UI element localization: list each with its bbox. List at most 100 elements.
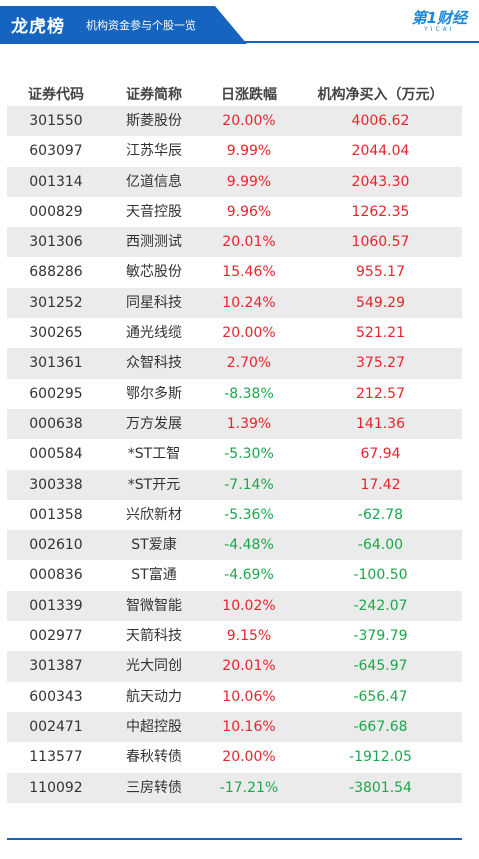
cell-change: -5.36%: [224, 506, 274, 523]
table-row: 300338 *ST开元 -7.14% 17.42: [7, 469, 462, 500]
cell-name: 三房转债: [126, 779, 182, 796]
cell-code: 000584: [29, 446, 83, 463]
cell-name: 航天动力: [126, 688, 182, 705]
table-row: 688286 敏芯股份 15.46% 955.17: [7, 257, 462, 287]
cell-net-buy: -62.78: [357, 506, 404, 523]
cell-code: 001358: [29, 506, 83, 523]
cell-change: 9.96%: [226, 203, 272, 220]
cell-code: 110092: [29, 779, 83, 796]
cell-name: 天音控股: [126, 203, 182, 220]
cell-name: *ST工智: [127, 446, 181, 463]
cell-net-buy: -242.07: [353, 597, 408, 614]
cell-code: 600295: [29, 385, 83, 402]
banner-shape: [0, 6, 479, 44]
cell-net-buy: -656.47: [353, 688, 408, 705]
cell-name: 中超控股: [126, 718, 182, 735]
cell-change: -5.30%: [224, 446, 274, 463]
cell-code: 002471: [29, 718, 83, 735]
table-row: 301252 同星科技 10.24% 549.29: [7, 287, 462, 319]
cell-change: 1.39%: [226, 415, 272, 432]
cell-name: 光大同创: [126, 658, 182, 675]
cell-code: 000829: [29, 203, 83, 220]
cell-net-buy: 375.27: [356, 355, 405, 372]
table-row: 002471 中超控股 10.16% -667.68: [7, 711, 462, 743]
table-row: 600343 航天动力 10.06% -656.47: [7, 682, 462, 712]
cell-change: -4.48%: [224, 537, 274, 554]
cell-change: 10.16%: [222, 718, 276, 735]
cell-net-buy: -1912.05: [349, 749, 412, 766]
table-row: 300265 通光线缆 20.00% 521.21: [7, 318, 462, 348]
cell-change: -8.38%: [224, 385, 274, 402]
cell-name: *ST开元: [127, 476, 181, 493]
cell-change: 20.00%: [222, 325, 276, 342]
cell-name: 斯菱股份: [126, 113, 182, 129]
cell-name: 万方发展: [126, 415, 182, 432]
cell-net-buy: 1060.57: [351, 234, 410, 251]
table-row: 301387 光大同创 20.01% -645.97: [7, 651, 462, 682]
logo-main-text: 第1财经: [411, 9, 467, 27]
cell-name: ST爱康: [131, 537, 177, 554]
cell-net-buy: -100.50: [353, 567, 408, 584]
cell-name: 众智科技: [126, 355, 182, 372]
cell-code: 000836: [29, 567, 83, 584]
cell-net-buy: 1262.35: [351, 203, 410, 220]
cell-change: 10.06%: [222, 688, 276, 705]
table-row: 001358 兴欣新材 -5.36% -62.78: [7, 500, 462, 530]
cell-change: 20.01%: [222, 234, 276, 251]
cell-code: 603097: [29, 143, 83, 160]
cell-net-buy: 67.94: [360, 446, 401, 463]
cell-change: -4.69%: [224, 567, 274, 584]
cell-net-buy: -645.97: [353, 658, 408, 675]
cell-code: 301306: [29, 234, 83, 251]
table-row: 000584 *ST工智 -5.30% 67.94: [7, 439, 462, 469]
table-row: 002977 天箭科技 9.15% -379.79: [7, 621, 462, 651]
table-row: 113577 春秋转债 20.00% -1912.05: [7, 742, 462, 772]
cell-name: 亿道信息: [126, 173, 182, 190]
table-row: 000836 ST富通 -4.69% -100.50: [7, 560, 462, 590]
cell-name: 智微智能: [126, 597, 182, 614]
cell-net-buy: -3801.54: [349, 779, 412, 796]
cell-net-buy: 549.29: [356, 294, 405, 311]
cell-net-buy: 2044.04: [351, 143, 410, 160]
cell-change: 2.70%: [226, 355, 272, 372]
table-row: 301550 斯菱股份 20.00% 4006.62: [7, 106, 462, 137]
cell-code: 301550: [29, 113, 83, 129]
cell-change: 15.46%: [222, 264, 276, 281]
cell-code: 001339: [29, 597, 83, 614]
cell-change: 20.01%: [222, 658, 276, 675]
cell-name: 通光线缆: [126, 325, 182, 342]
cell-net-buy: 955.17: [356, 264, 405, 281]
cell-code: 002977: [29, 628, 83, 645]
cell-name: 兴欣新材: [126, 506, 182, 523]
cell-change: -7.14%: [224, 476, 274, 493]
table-row: 000638 万方发展 1.39% 141.36: [7, 408, 462, 440]
cell-net-buy: 141.36: [356, 415, 405, 432]
cell-code: 300265: [29, 325, 83, 342]
table-row: 603097 江苏华辰 9.99% 2044.04: [7, 136, 462, 166]
cell-code: 301387: [29, 658, 83, 675]
cell-change: 9.99%: [226, 143, 272, 160]
col-header-code: 证券代码: [28, 87, 84, 103]
table-row: 002610 ST爱康 -4.48% -64.00: [7, 530, 462, 561]
table-row: 301361 众智科技 2.70% 375.27: [7, 348, 462, 379]
cell-change: 20.00%: [222, 749, 276, 766]
cell-net-buy: 212.57: [356, 385, 405, 402]
col-header-change: 日涨跌幅: [221, 87, 277, 103]
cell-net-buy: 2043.30: [351, 173, 410, 190]
cell-code: 688286: [29, 264, 83, 281]
cell-name: 西测测试: [126, 234, 182, 251]
cell-name: 同星科技: [126, 294, 182, 311]
yicai-logo: 第1财经 YICAI: [412, 10, 467, 34]
cell-name: 鄂尔多斯: [126, 385, 182, 402]
bottom-divider: [7, 838, 462, 840]
cell-code: 000638: [29, 415, 83, 432]
col-header-name: 证券简称: [126, 87, 182, 103]
col-header-net-buy: 机构净买入（万元）: [317, 87, 444, 103]
page-title: 龙虎榜: [11, 17, 65, 37]
cell-code: 001314: [29, 173, 83, 190]
table-row: 001314 亿道信息 9.99% 2043.30: [7, 166, 462, 197]
table-row: 000829 天音控股 9.96% 1262.35: [7, 197, 462, 227]
cell-change: 20.00%: [222, 113, 276, 129]
cell-code: 300338: [29, 476, 83, 493]
cell-net-buy: 521.21: [356, 325, 405, 342]
